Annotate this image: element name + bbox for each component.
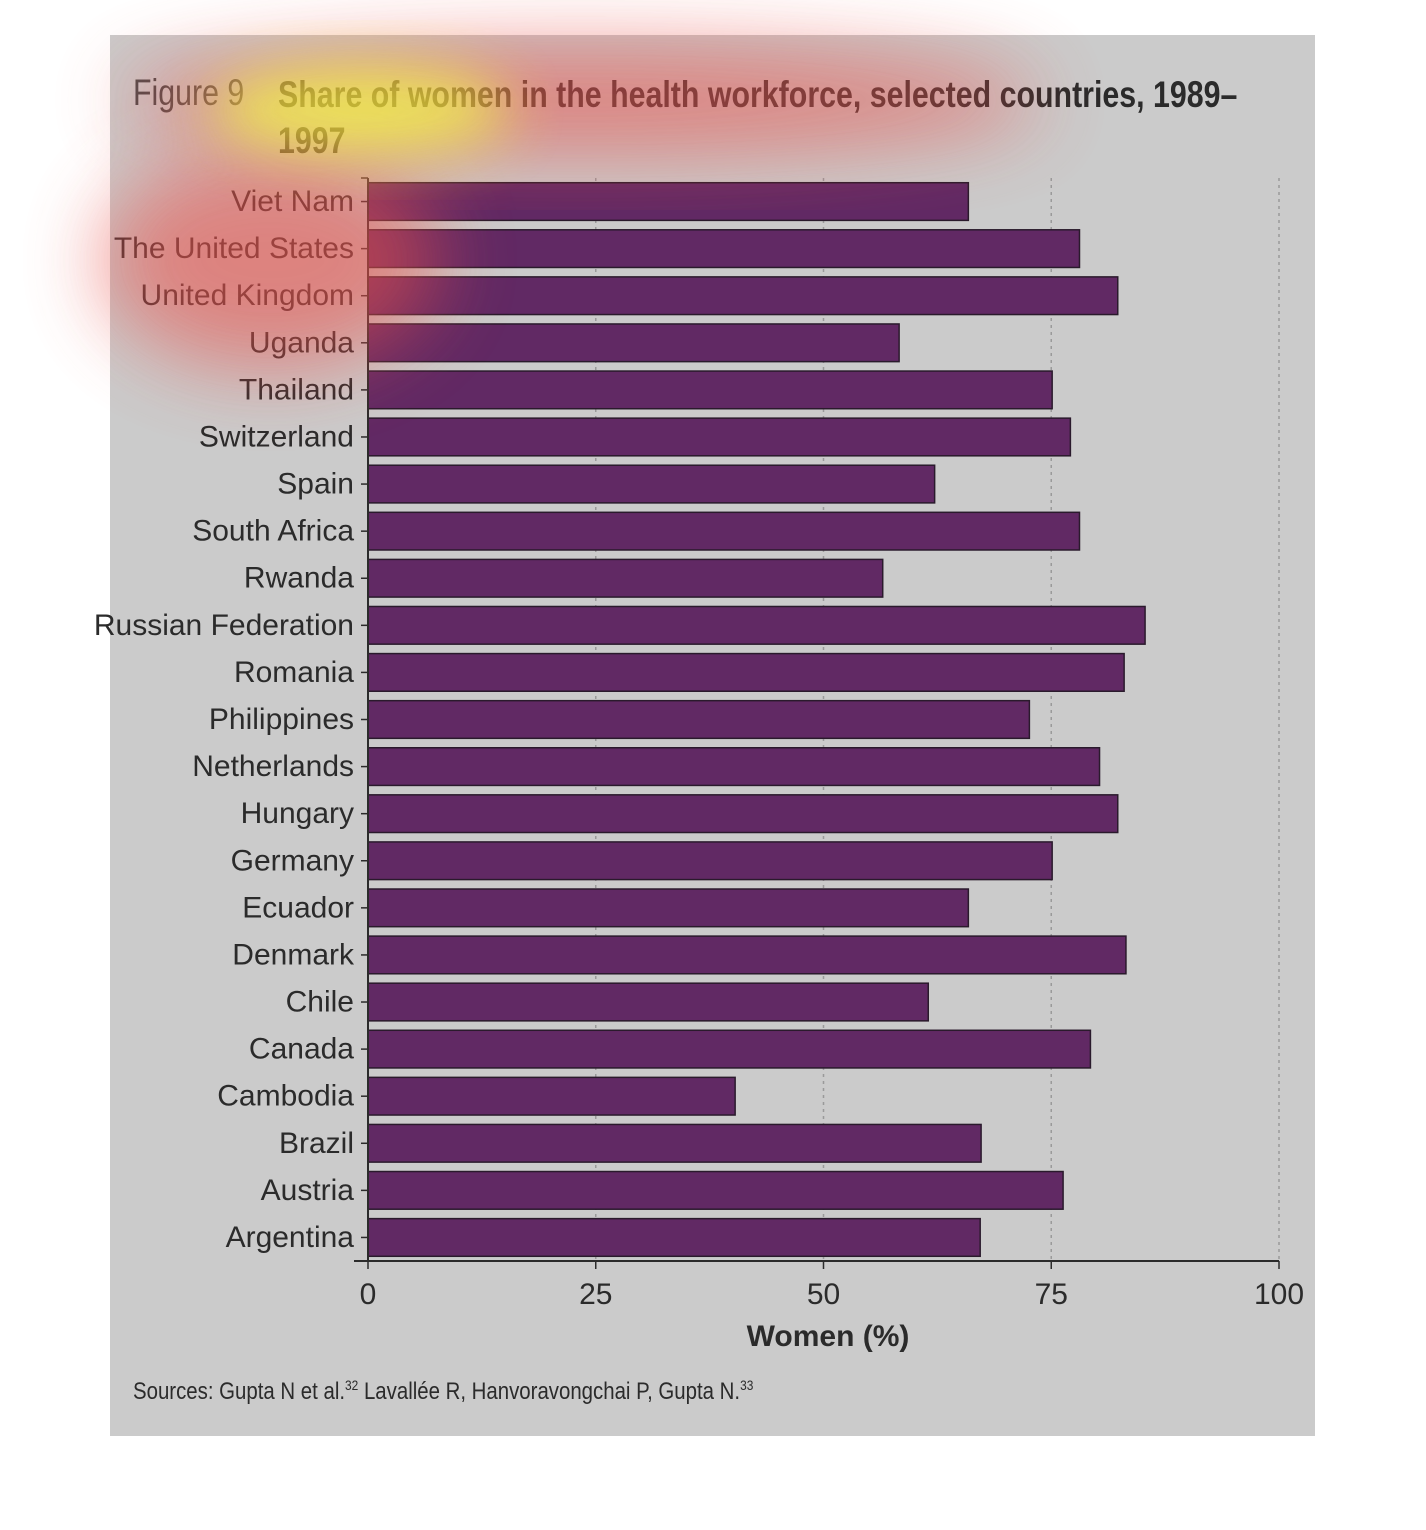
category-label: Uganda bbox=[249, 326, 354, 359]
category-label: Switzerland bbox=[199, 420, 354, 453]
bar-hungary bbox=[367, 794, 1119, 834]
category-label: Ecuador bbox=[242, 891, 354, 924]
category-label: Austria bbox=[261, 1174, 355, 1207]
bar-philippines bbox=[367, 699, 1031, 740]
bar-rwanda bbox=[367, 558, 884, 598]
category-label: Russian Federation bbox=[94, 609, 354, 642]
bar-south-africa bbox=[367, 511, 1081, 551]
bar-brazil bbox=[367, 1123, 982, 1163]
bar-netherlands bbox=[367, 747, 1101, 787]
sources-middle: Lavallée R, Hanvoravongchai P, Gupta N. bbox=[358, 1378, 741, 1405]
x-tick-label: 0 bbox=[360, 1278, 377, 1311]
category-label: Chile bbox=[286, 986, 354, 1019]
category-label: Romania bbox=[234, 656, 354, 689]
category-label: Brazil bbox=[279, 1127, 354, 1160]
x-tick-label: 100 bbox=[1254, 1278, 1304, 1311]
bar-germany bbox=[367, 841, 1053, 881]
category-label: Hungary bbox=[241, 797, 354, 830]
category-label: South Africa bbox=[192, 515, 354, 548]
category-label: United Kingdom bbox=[141, 279, 354, 312]
category-label: Viet Nam bbox=[231, 185, 354, 218]
bar-argentina bbox=[367, 1217, 981, 1258]
category-label: Denmark bbox=[232, 938, 355, 971]
bar-canada bbox=[367, 1029, 1092, 1069]
category-label: Argentina bbox=[226, 1221, 355, 1254]
category-label: Cambodia bbox=[217, 1080, 354, 1113]
category-label: Thailand bbox=[239, 373, 354, 406]
bar-chile bbox=[367, 982, 930, 1022]
bar-viet-nam bbox=[367, 181, 970, 222]
bar-denmark bbox=[367, 935, 1127, 975]
bar-cambodia bbox=[367, 1076, 736, 1116]
bar-thailand bbox=[367, 370, 1053, 410]
bars bbox=[367, 181, 1146, 1258]
category-label: Canada bbox=[249, 1033, 354, 1066]
bar-switzerland bbox=[367, 417, 1072, 457]
category-label: The United States bbox=[114, 232, 354, 265]
bar-ecuador bbox=[367, 888, 970, 928]
x-tick-label: 75 bbox=[1035, 1278, 1068, 1311]
bar-austria bbox=[367, 1170, 1064, 1210]
sources-prefix: Sources: Gupta N et al. bbox=[133, 1378, 346, 1405]
sources-ref-33: 33 bbox=[740, 1377, 754, 1393]
category-label: Netherlands bbox=[192, 750, 354, 783]
bar-the-united-states bbox=[367, 229, 1081, 269]
category-label: Germany bbox=[231, 844, 354, 877]
bar-uganda bbox=[367, 323, 900, 363]
x-axis-title: Women (%) bbox=[747, 1320, 910, 1353]
bar-spain bbox=[367, 464, 936, 504]
bar-russian-federation bbox=[367, 605, 1146, 645]
sources-note: Sources: Gupta N et al.32 Lavallée R, Ha… bbox=[133, 1377, 753, 1406]
category-label: Rwanda bbox=[244, 562, 354, 595]
x-tick-label: 50 bbox=[807, 1278, 840, 1311]
bar-romania bbox=[367, 652, 1125, 692]
sources-ref-32: 32 bbox=[345, 1377, 359, 1393]
category-label: Spain bbox=[277, 468, 354, 501]
bar-united-kingdom bbox=[367, 276, 1119, 316]
category-label: Philippines bbox=[209, 703, 354, 736]
category-labels: Viet Nam The United States United Kingdom U… bbox=[94, 185, 355, 1254]
x-tick-label: 25 bbox=[579, 1278, 612, 1311]
